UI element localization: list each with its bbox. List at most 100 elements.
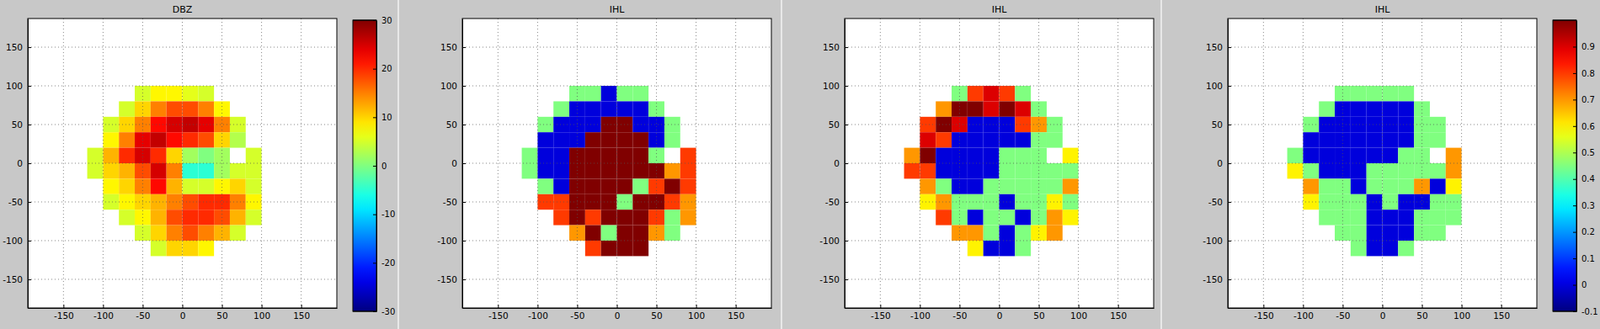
y-axis: -150-100-50050100150 — [437, 19, 466, 310]
tick: 0 — [1216, 158, 1232, 169]
tick-label: 50 — [828, 119, 840, 130]
cell — [166, 163, 183, 179]
cell — [182, 85, 199, 102]
plot-frame — [27, 18, 337, 309]
cell — [118, 101, 135, 117]
cell — [134, 85, 151, 102]
tick-label: -10 — [381, 209, 395, 219]
colorbar-ramp — [352, 20, 377, 312]
cell — [553, 148, 570, 164]
cell — [150, 85, 167, 102]
plot-area — [462, 18, 772, 309]
cell — [1397, 178, 1414, 194]
cell — [553, 163, 570, 179]
grid-line — [844, 201, 1154, 203]
cell — [118, 132, 135, 148]
cell — [229, 163, 246, 179]
cell — [182, 225, 199, 241]
grid-line — [1227, 85, 1537, 87]
tick-mark — [880, 304, 881, 309]
cell — [1014, 117, 1031, 133]
cell — [134, 163, 151, 179]
tick-mark — [27, 240, 32, 242]
cell — [601, 209, 618, 225]
cell — [197, 148, 214, 164]
background — [0, 0, 1600, 329]
cell — [245, 148, 262, 164]
cell — [1397, 101, 1414, 117]
cell — [983, 240, 1000, 256]
tick-label: -100 — [1293, 310, 1314, 321]
cell — [118, 148, 135, 164]
axis-line — [1576, 21, 1578, 313]
cell — [213, 163, 230, 179]
cell — [983, 148, 1000, 164]
tick: 150 — [822, 42, 848, 53]
cell — [919, 132, 936, 148]
tick: -100 — [437, 235, 466, 246]
cell — [213, 101, 230, 117]
tick-mark — [1573, 152, 1577, 154]
tick: 100 — [5, 80, 32, 91]
panel-separator — [397, 0, 400, 329]
cell — [585, 101, 602, 117]
grid — [27, 18, 337, 309]
cell — [102, 178, 119, 194]
tick-mark — [1573, 179, 1577, 181]
cell — [522, 163, 539, 179]
cell — [1366, 132, 1383, 148]
cell — [229, 132, 246, 148]
cell — [999, 209, 1016, 225]
grid-line — [537, 18, 539, 309]
tick: 0.1 — [1573, 254, 1595, 264]
cell — [632, 132, 649, 148]
cell — [648, 163, 665, 179]
cell — [569, 163, 586, 179]
cell — [150, 101, 167, 117]
tick: -100 — [910, 304, 931, 321]
cell — [1014, 101, 1031, 117]
cell — [166, 148, 183, 164]
tick-mark — [1382, 304, 1384, 309]
cell — [999, 163, 1016, 179]
tick-mark — [1461, 304, 1463, 309]
cell — [617, 148, 634, 164]
colorbar: -0.100.10.20.30.40.50.60.70.80.9 — [1552, 20, 1599, 317]
grid-line — [181, 18, 183, 309]
cell — [919, 148, 936, 164]
grid-line — [919, 18, 921, 309]
cell — [102, 163, 119, 179]
cell — [1318, 132, 1335, 148]
grid-line — [616, 18, 618, 309]
tick-label: 50 — [446, 119, 458, 130]
grid-line — [1421, 18, 1423, 309]
cell — [1014, 148, 1031, 164]
tick: 0 — [833, 158, 848, 169]
tick-mark — [373, 117, 377, 118]
tick-mark — [1573, 99, 1577, 101]
cell — [983, 132, 1000, 148]
cell — [585, 132, 602, 148]
cells — [522, 85, 697, 256]
grid-line — [844, 278, 1154, 280]
tick: -100 — [1293, 304, 1314, 321]
tick-mark — [1342, 304, 1344, 309]
tick-mark — [1227, 124, 1232, 126]
colorbar-end — [1552, 20, 1577, 22]
cell — [617, 85, 634, 102]
tick: -100 — [93, 304, 114, 321]
cell — [935, 163, 952, 179]
cell — [999, 178, 1016, 194]
title: IHL — [1375, 4, 1392, 16]
cell — [1350, 132, 1367, 148]
cell — [1062, 148, 1079, 164]
cell — [1429, 209, 1446, 225]
cell — [229, 194, 246, 210]
grid-line — [27, 278, 337, 280]
cell — [1318, 148, 1335, 164]
title: IHL — [992, 4, 1008, 16]
tick: 100 — [440, 80, 466, 91]
cell — [150, 209, 167, 225]
tick-mark — [373, 69, 377, 70]
cell — [935, 178, 952, 194]
